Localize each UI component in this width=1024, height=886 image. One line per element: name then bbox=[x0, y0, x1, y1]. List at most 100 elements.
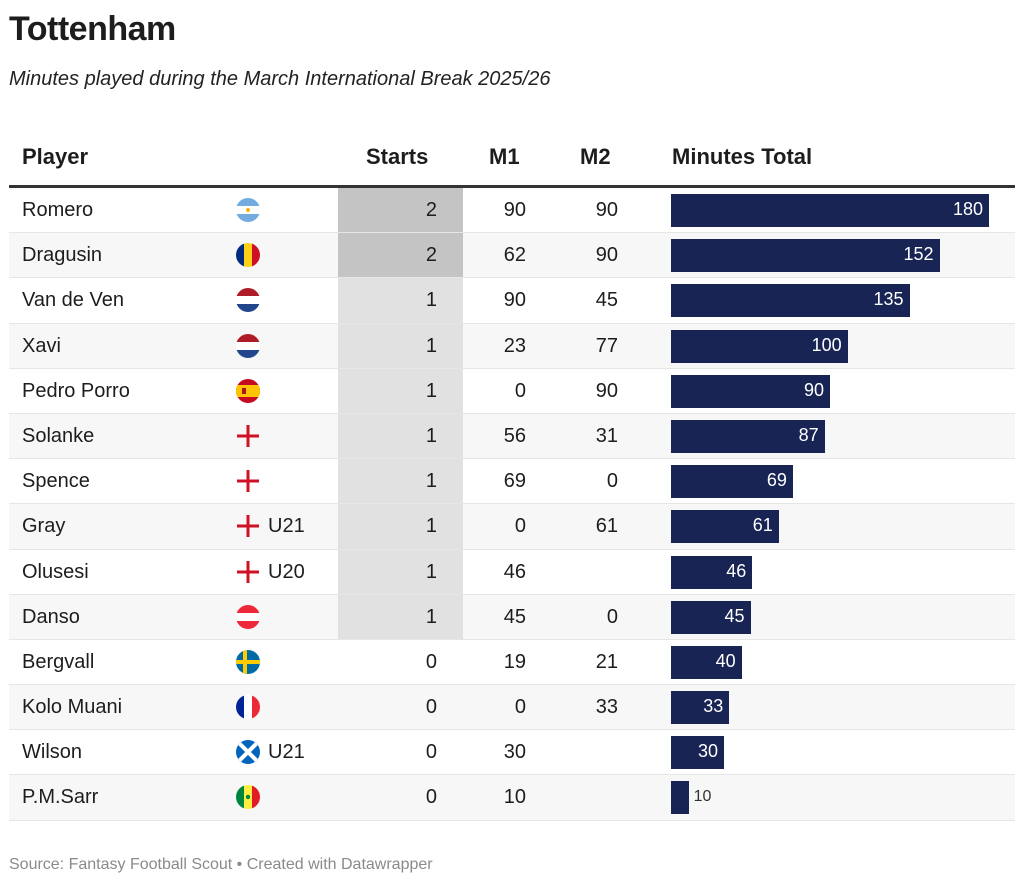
minutes-total-bar bbox=[671, 645, 742, 679]
starts-cell: 2 bbox=[338, 233, 463, 278]
minutes-total-label: 100 bbox=[811, 334, 842, 355]
player-name: Gray bbox=[22, 515, 66, 538]
header-player[interactable]: Player bbox=[22, 144, 89, 169]
minutes-total-bar bbox=[671, 691, 730, 725]
m1-cell: 90 bbox=[503, 289, 526, 312]
player-name: Pedro Porro bbox=[22, 379, 130, 402]
minutes-total-label: 152 bbox=[903, 244, 934, 265]
m2-cell: 90 bbox=[595, 379, 618, 402]
starts-cell: 1 bbox=[338, 368, 463, 413]
starts-cell: 1 bbox=[338, 594, 463, 639]
player-name: Bergvall bbox=[22, 650, 95, 673]
minutes-total-bar bbox=[671, 374, 830, 408]
table-row: Romero 2 90 90 180 bbox=[9, 188, 1015, 234]
starts-cell: 0 bbox=[425, 786, 437, 809]
starts-cell: 2 bbox=[338, 188, 463, 233]
player-name: P.M.Sarr bbox=[22, 786, 99, 809]
table-row: Olusesi U20 1 46 46 bbox=[9, 549, 1015, 595]
m2-cell: 21 bbox=[595, 650, 618, 673]
page-title: Tottenham bbox=[9, 10, 176, 48]
minutes-total-bar bbox=[671, 781, 689, 815]
table-row: Danso 1 45 0 45 bbox=[9, 594, 1015, 640]
minutes-total-bar bbox=[671, 329, 848, 363]
minutes-total-label: 33 bbox=[703, 696, 724, 717]
m1-cell: 69 bbox=[503, 470, 526, 493]
minutes-total-bar bbox=[671, 736, 724, 770]
table-body: Romero 2 90 90 180 Dragusin 2 62 90 152 Van de Ven… bbox=[9, 188, 1015, 821]
m2-cell: 90 bbox=[595, 244, 618, 267]
age-group-tag: U20 bbox=[268, 560, 305, 583]
header-starts[interactable]: Starts bbox=[366, 144, 429, 169]
m1-cell: 0 bbox=[514, 696, 526, 719]
starts-cell: 1 bbox=[338, 459, 463, 504]
minutes-total-label: 135 bbox=[873, 289, 904, 310]
minutes-total-bar bbox=[671, 419, 825, 453]
minutes-table: Player Starts M1 M2 Minutes Total Romero… bbox=[9, 138, 1015, 821]
argentina-flag-icon bbox=[236, 198, 260, 222]
senegal-flag-icon bbox=[236, 785, 260, 810]
player-name: Danso bbox=[22, 605, 80, 628]
player-name: Wilson bbox=[22, 741, 83, 764]
starts-cell: 1 bbox=[338, 278, 463, 323]
table-row: Xavi 1 23 77 100 bbox=[9, 323, 1015, 369]
minutes-total-bar bbox=[671, 284, 910, 318]
spain-flag-icon bbox=[236, 378, 260, 403]
england-flag-icon bbox=[237, 424, 259, 447]
minutes-total-bar bbox=[671, 510, 779, 544]
minutes-total-bar bbox=[671, 555, 753, 589]
m2-cell: 61 bbox=[595, 515, 618, 538]
m2-cell: 31 bbox=[595, 424, 618, 447]
sweden-flag-icon bbox=[236, 649, 260, 674]
minutes-total-label: 69 bbox=[766, 470, 787, 491]
starts-cell: 0 bbox=[425, 650, 437, 673]
player-name: Romero bbox=[22, 199, 94, 221]
minutes-total-bar bbox=[671, 239, 940, 273]
romania-flag-icon bbox=[236, 243, 260, 268]
table-row: Wilson U21 0 30 30 bbox=[9, 730, 1015, 776]
england-flag-icon bbox=[237, 515, 259, 538]
starts-cell: 0 bbox=[425, 741, 437, 764]
scotland-flag-icon bbox=[236, 740, 260, 765]
m1-cell: 90 bbox=[503, 199, 526, 221]
header-minutes-total[interactable]: Minutes Total bbox=[672, 144, 813, 169]
table-row: Pedro Porro 1 0 90 90 bbox=[9, 368, 1015, 414]
netherlands-flag-icon bbox=[236, 333, 260, 358]
player-name: Olusesi bbox=[22, 560, 89, 583]
table-row: Gray U21 1 0 61 61 bbox=[9, 504, 1015, 550]
m1-cell: 56 bbox=[503, 424, 526, 447]
starts-cell: 1 bbox=[338, 549, 463, 594]
m1-cell: 30 bbox=[503, 741, 526, 764]
player-name: Van de Ven bbox=[22, 289, 124, 312]
minutes-total-label: 30 bbox=[697, 741, 718, 762]
england-flag-icon bbox=[237, 470, 259, 493]
age-group-tag: U21 bbox=[268, 741, 305, 764]
table-row: Dragusin 2 62 90 152 bbox=[9, 233, 1015, 279]
m1-cell: 45 bbox=[503, 605, 526, 628]
header-m1[interactable]: M1 bbox=[489, 144, 520, 169]
player-name: Dragusin bbox=[22, 244, 103, 267]
table-row: Solanke 1 56 31 87 bbox=[9, 413, 1015, 460]
m2-cell: 77 bbox=[595, 334, 618, 357]
m1-cell: 10 bbox=[503, 786, 526, 809]
starts-cell: 1 bbox=[338, 504, 463, 549]
minutes-total-bar bbox=[671, 465, 793, 499]
m1-cell: 62 bbox=[503, 244, 526, 267]
austria-flag-icon bbox=[236, 604, 260, 629]
table-row: Kolo Muani 0 0 33 33 bbox=[9, 685, 1015, 731]
m2-cell: 0 bbox=[606, 605, 618, 628]
netherlands-flag-icon bbox=[236, 288, 260, 313]
starts-cell: 1 bbox=[338, 413, 463, 459]
m2-cell: 33 bbox=[595, 696, 618, 719]
m1-cell: 23 bbox=[503, 334, 526, 357]
age-group-tag: U21 bbox=[268, 515, 305, 538]
m2-cell: 45 bbox=[595, 289, 618, 312]
player-name: Solanke bbox=[22, 424, 95, 447]
minutes-total-bar bbox=[671, 194, 989, 227]
player-name: Spence bbox=[22, 470, 90, 493]
minutes-total-label: 46 bbox=[726, 560, 747, 581]
header-m2[interactable]: M2 bbox=[580, 144, 611, 169]
m2-cell: 90 bbox=[595, 199, 618, 221]
table-row: Bergvall 0 19 21 40 bbox=[9, 640, 1015, 686]
minutes-total-label: 90 bbox=[803, 379, 824, 400]
table-header: Player Starts M1 M2 Minutes Total bbox=[9, 138, 1015, 188]
